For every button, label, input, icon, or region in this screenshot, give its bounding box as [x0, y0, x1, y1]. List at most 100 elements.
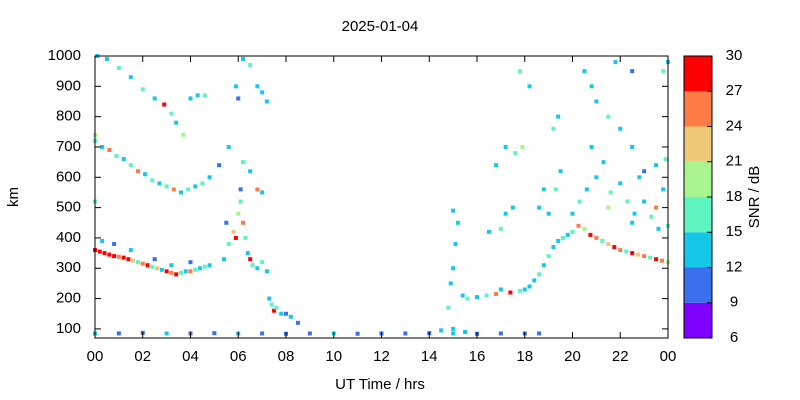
data-point: [255, 187, 260, 192]
data-point: [612, 245, 617, 250]
data-point: [260, 190, 265, 195]
data-point: [102, 251, 107, 256]
x-tick-label: 08: [278, 348, 295, 365]
data-point: [231, 229, 236, 234]
data-point: [233, 84, 238, 89]
data-point: [556, 114, 561, 119]
data-point: [250, 263, 255, 268]
data-point: [193, 184, 198, 189]
data-point: [463, 329, 468, 334]
data-point: [126, 257, 131, 262]
y-tick-label: 500: [56, 199, 81, 216]
data-point: [661, 187, 666, 192]
y-tick-label: 1000: [48, 47, 81, 64]
colorbar-tick-label: 21: [726, 153, 743, 170]
colorbar-band: [684, 91, 712, 127]
data-point: [150, 178, 155, 183]
x-tick-label: 10: [325, 348, 342, 365]
data-point: [654, 205, 659, 210]
data-point: [613, 60, 618, 65]
data-point: [649, 214, 654, 219]
data-point: [551, 126, 556, 131]
y-tick-label: 900: [56, 77, 81, 94]
data-point: [503, 144, 508, 149]
data-point: [494, 163, 499, 168]
data-point: [630, 144, 635, 149]
data-point: [451, 266, 456, 271]
data-point: [169, 270, 174, 275]
x-tick-label: 06: [230, 348, 247, 365]
data-point: [630, 220, 635, 225]
data-point: [260, 260, 265, 265]
data-point: [217, 163, 222, 168]
data-point: [121, 255, 126, 260]
data-point: [582, 69, 587, 74]
data-point: [522, 287, 527, 292]
data-point: [200, 181, 205, 186]
data-point: [112, 242, 117, 246]
data-point: [594, 99, 599, 104]
data-point: [152, 257, 157, 262]
x-tick-label: 12: [373, 348, 390, 365]
data-point: [288, 314, 293, 319]
data-point: [174, 120, 179, 125]
colorbar-band: [684, 232, 712, 268]
data-point: [104, 57, 109, 62]
data-point: [174, 272, 179, 277]
data-point: [100, 238, 105, 243]
data-point: [661, 69, 666, 74]
data-point: [642, 199, 647, 204]
data-point: [618, 181, 623, 186]
data-point: [226, 242, 231, 246]
data-point: [152, 96, 157, 101]
data-point: [248, 169, 253, 174]
data-point: [546, 211, 551, 216]
data-point: [272, 308, 277, 313]
y-tick-label: 200: [56, 290, 81, 307]
data-point: [248, 257, 253, 262]
data-point: [588, 232, 593, 237]
data-point: [654, 163, 659, 168]
y-tick-label: 400: [56, 229, 81, 246]
data-point: [116, 66, 121, 71]
data-point: [642, 254, 647, 259]
data-point: [260, 331, 265, 336]
data-point: [135, 169, 140, 174]
data-point: [498, 226, 503, 231]
data-point: [140, 261, 145, 266]
data-point: [451, 208, 456, 213]
colorbar-band: [684, 267, 712, 303]
data-point: [656, 226, 661, 231]
data-point: [164, 331, 169, 336]
data-point: [460, 293, 465, 298]
data-point: [100, 144, 105, 149]
data-point: [589, 84, 594, 89]
data-point: [269, 302, 274, 307]
colorbar-tick-label: 15: [726, 223, 743, 240]
data-point: [451, 331, 456, 336]
data-point: [279, 311, 284, 316]
data-point: [164, 269, 169, 274]
data-point: [553, 187, 558, 192]
data-point: [131, 258, 136, 263]
data-point: [630, 69, 635, 74]
data-point: [448, 281, 453, 286]
data-point: [140, 87, 145, 92]
data-point: [169, 263, 174, 268]
data-point: [236, 96, 241, 101]
data-point: [606, 205, 611, 210]
data-point: [537, 205, 542, 210]
data-point: [264, 269, 269, 274]
data-point: [600, 238, 605, 243]
colorbar-band: [684, 197, 712, 233]
data-point: [264, 99, 269, 104]
x-tick-label: 00: [660, 348, 677, 365]
data-point: [551, 245, 556, 250]
data-point: [520, 144, 525, 149]
colorbar-tick-label: 12: [726, 258, 743, 275]
data-point: [527, 84, 532, 89]
data-point: [241, 160, 246, 165]
x-tick-label: 04: [182, 348, 199, 365]
y-tick-label: 800: [56, 108, 81, 125]
